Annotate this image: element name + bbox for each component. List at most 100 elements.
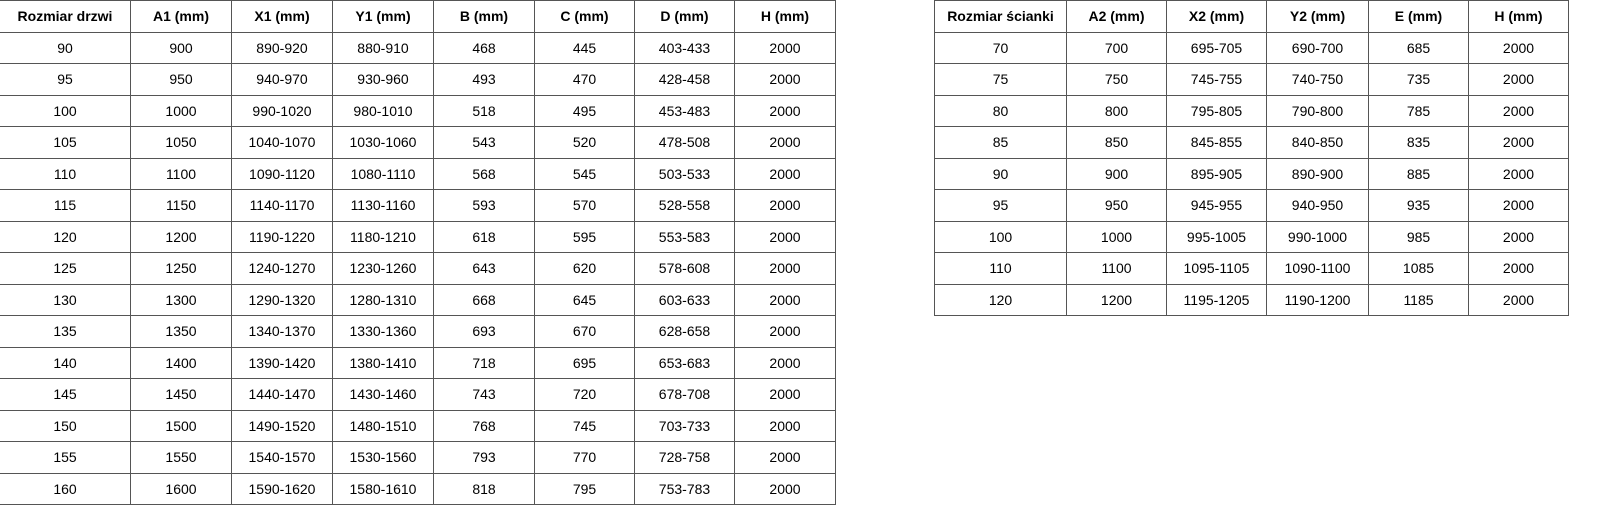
table-cell: 1095-1105 [1166, 252, 1267, 285]
table-cell: 990-1020 [231, 94, 333, 127]
table-row: 110 1100 1095-1105 1090-1100 1085 2000 [934, 252, 1569, 285]
table-cell: 545 [534, 157, 635, 190]
table-cell: 685 [1368, 31, 1469, 64]
table-cell: 728-758 [634, 441, 735, 474]
table-cell: 850 [1066, 126, 1167, 159]
column-header: H (mm) [734, 0, 836, 33]
table-row: 90 900 890-920 880-910 468 445 403-433 2000 [0, 31, 836, 64]
column-header: A2 (mm) [1066, 0, 1167, 33]
table-cell: 2000 [734, 252, 836, 285]
table-cell: 1000 [130, 94, 232, 127]
table-cell: 1290-1320 [231, 283, 333, 316]
table-cell: 1330-1360 [332, 315, 434, 348]
table-cell: 718 [433, 346, 535, 379]
table-cell: 528-558 [634, 189, 735, 222]
table-cell: 990-1000 [1266, 220, 1369, 253]
table-cell: 2000 [1468, 63, 1569, 96]
table-cell: 495 [534, 94, 635, 127]
table-cell: 643 [433, 252, 535, 285]
table-cell: 930-960 [332, 63, 434, 96]
table-cell: 1590-1620 [231, 472, 333, 505]
table-body: 90 900 890-920 880-910 468 445 403-433 2000 95 95… [0, 31, 836, 505]
table-cell: 1130-1160 [332, 189, 434, 222]
table-cell: 1190-1220 [231, 220, 333, 253]
table-cell: 793 [433, 441, 535, 474]
table-cell: 1600 [130, 472, 232, 505]
table-row: 125 1250 1240-1270 1230-1260 643 620 578-608 20… [0, 252, 836, 285]
table-cell: 818 [433, 472, 535, 505]
table-row: 70 700 695-705 690-700 685 2000 [934, 31, 1569, 64]
table-cell: 1180-1210 [332, 220, 434, 253]
table-cell: 790-800 [1266, 94, 1369, 127]
table-cell: 1195-1205 [1166, 283, 1267, 316]
column-header: A1 (mm) [130, 0, 232, 33]
table-header: Rozmiar ścianki A2 (mm) X2 (mm) Y2 (mm) E (m… [934, 0, 1569, 33]
table-cell: 470 [534, 63, 635, 96]
table-cell: 468 [433, 31, 535, 64]
table-row: 155 1550 1540-1570 1530-1560 793 770 728-758 20… [0, 441, 836, 474]
table-cell: 1230-1260 [332, 252, 434, 285]
table-row: 140 1400 1390-1420 1380-1410 718 695 653-683 20… [0, 346, 836, 379]
table-cell: 750 [1066, 63, 1167, 96]
table-cell: 493 [433, 63, 535, 96]
table-cell: 1480-1510 [332, 409, 434, 442]
table-cell: 578-608 [634, 252, 735, 285]
table-row: 95 950 940-970 930-960 493 470 428-458 2000 [0, 63, 836, 96]
table-cell: 800 [1066, 94, 1167, 127]
table-cell: 90 [0, 31, 131, 64]
table-cell: 428-458 [634, 63, 735, 96]
table-cell: 1250 [130, 252, 232, 285]
table-cell: 1200 [130, 220, 232, 253]
table-row: 145 1450 1440-1470 1430-1460 743 720 678-708 20… [0, 378, 836, 411]
table-cell: 120 [0, 220, 131, 253]
table-row: 90 900 895-905 890-900 885 2000 [934, 157, 1569, 190]
table-cell: 678-708 [634, 378, 735, 411]
table-cell: 100 [0, 94, 131, 127]
table-cell: 690-700 [1266, 31, 1369, 64]
table-cell: 1050 [130, 126, 232, 159]
table-cell: 110 [0, 157, 131, 190]
table-cell: 1090-1100 [1266, 252, 1369, 285]
table-row: 120 1200 1190-1220 1180-1210 618 595 553-583 20… [0, 220, 836, 253]
table-cell: 1450 [130, 378, 232, 411]
table-cell: 895-905 [1166, 157, 1267, 190]
header-row: Rozmiar ścianki A2 (mm) X2 (mm) Y2 (mm) E (m… [934, 0, 1569, 33]
table-cell: 1380-1410 [332, 346, 434, 379]
table-cell: 1200 [1066, 283, 1167, 316]
table-row: 120 1200 1195-1205 1190-1200 1185 2000 [934, 283, 1569, 316]
table-cell: 2000 [1468, 189, 1569, 222]
table-cell: 1030-1060 [332, 126, 434, 159]
door-dimensions-table: Rozmiar drzwi A1 (mm) X1 (mm) Y1 (mm) B (mm)… [0, 0, 836, 505]
table-cell: 2000 [734, 441, 836, 474]
table-cell: 1085 [1368, 252, 1469, 285]
table-row: 75 750 745-755 740-750 735 2000 [934, 63, 1569, 96]
table-row: 95 950 945-955 940-950 935 2000 [934, 189, 1569, 222]
table-cell: 628-658 [634, 315, 735, 348]
table-cell: 770 [534, 441, 635, 474]
table-cell: 618 [433, 220, 535, 253]
column-header: H (mm) [1468, 0, 1569, 33]
table-cell: 785 [1368, 94, 1469, 127]
table-cell: 130 [0, 283, 131, 316]
table-row: 110 1100 1090-1120 1080-1110 568 545 503-533 20… [0, 157, 836, 190]
table-cell: 1080-1110 [332, 157, 434, 190]
table-cell: 670 [534, 315, 635, 348]
table-cell: 1300 [130, 283, 232, 316]
table-cell: 745 [534, 409, 635, 442]
table-cell: 90 [934, 157, 1067, 190]
table-cell: 1185 [1368, 283, 1469, 316]
table-cell: 735 [1368, 63, 1469, 96]
header-row: Rozmiar drzwi A1 (mm) X1 (mm) Y1 (mm) B (mm)… [0, 0, 836, 33]
table-cell: 453-483 [634, 94, 735, 127]
table-cell: 2000 [1468, 157, 1569, 190]
table-cell: 845-855 [1166, 126, 1267, 159]
table-cell: 2000 [734, 63, 836, 96]
table-cell: 768 [433, 409, 535, 442]
table-cell: 125 [0, 252, 131, 285]
table-cell: 1150 [130, 189, 232, 222]
table-cell: 140 [0, 346, 131, 379]
column-header: Rozmiar drzwi [0, 0, 131, 33]
wall-panel-dimensions-table: Rozmiar ścianki A2 (mm) X2 (mm) Y2 (mm) E (m… [934, 0, 1569, 316]
table-cell: 160 [0, 472, 131, 505]
table-cell: 503-533 [634, 157, 735, 190]
